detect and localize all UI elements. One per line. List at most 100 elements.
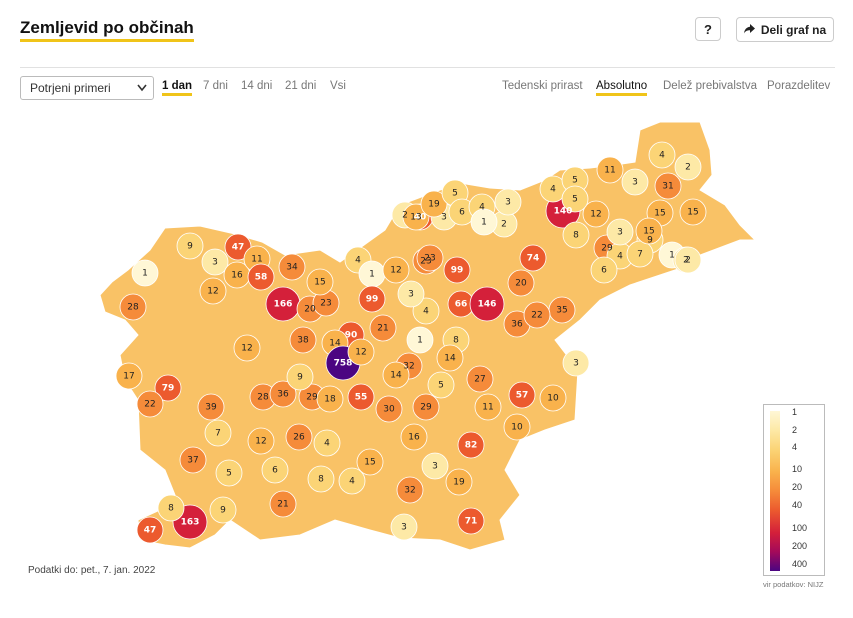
- municipality-region[interactable]: [470, 208, 498, 236]
- municipality-region[interactable]: [131, 259, 159, 287]
- municipality-region[interactable]: [400, 423, 428, 451]
- municipality-region[interactable]: [289, 326, 317, 354]
- municipality-region[interactable]: [445, 468, 473, 496]
- municipality-region[interactable]: [338, 467, 366, 495]
- municipality-region[interactable]: [375, 395, 403, 423]
- municipality-region[interactable]: [519, 244, 547, 272]
- municipality-value-label: 79: [162, 384, 175, 394]
- tab-porazdelitev[interactable]: Porazdelitev: [767, 80, 831, 92]
- municipality-region[interactable]: [507, 269, 535, 297]
- municipality-region[interactable]: [621, 168, 649, 196]
- municipality-region[interactable]: [285, 423, 313, 451]
- municipality-region[interactable]: [358, 285, 386, 313]
- municipality-region[interactable]: [154, 374, 182, 402]
- municipality-region[interactable]: [648, 141, 676, 169]
- municipality-region[interactable]: [606, 218, 634, 246]
- municipality-region[interactable]: [204, 419, 232, 447]
- municipality-region[interactable]: [306, 268, 334, 296]
- municipality-region[interactable]: [674, 246, 702, 274]
- municipality-region[interactable]: [136, 390, 164, 418]
- municipality-value-label: 58: [255, 273, 268, 283]
- municipality-region[interactable]: [382, 361, 410, 389]
- municipality-region[interactable]: [412, 393, 440, 421]
- municipality-region[interactable]: [469, 286, 505, 322]
- municipality-region[interactable]: [590, 256, 618, 284]
- municipality-region[interactable]: [457, 431, 485, 459]
- municipality-region[interactable]: [176, 232, 204, 260]
- municipality-region[interactable]: [523, 301, 551, 329]
- municipality-region[interactable]: [197, 393, 225, 421]
- municipality-region[interactable]: [224, 233, 252, 261]
- municipality-region[interactable]: [397, 280, 425, 308]
- municipality-region[interactable]: [582, 200, 610, 228]
- municipality-region[interactable]: [562, 221, 590, 249]
- tab-14-dni[interactable]: 14 dni: [241, 80, 273, 92]
- municipality-region[interactable]: [674, 153, 702, 181]
- share-button[interactable]: Deli graf na: [736, 17, 834, 42]
- municipality-region[interactable]: [136, 516, 164, 544]
- municipality-region[interactable]: [562, 349, 590, 377]
- municipality-region[interactable]: [269, 490, 297, 518]
- municipality-region[interactable]: [347, 383, 375, 411]
- municipality-region[interactable]: [119, 293, 147, 321]
- municipality-value-label: 5: [572, 176, 578, 186]
- help-button[interactable]: ?: [695, 17, 721, 41]
- tab-absolutno[interactable]: Absolutno: [596, 80, 648, 96]
- municipality-region[interactable]: [474, 393, 502, 421]
- municipality-region[interactable]: [635, 217, 663, 245]
- municipality-region[interactable]: [313, 429, 341, 457]
- municipality-region[interactable]: [316, 385, 344, 413]
- municipality-region[interactable]: [396, 476, 424, 504]
- municipality-region[interactable]: [679, 198, 707, 226]
- municipality-region[interactable]: [199, 277, 227, 305]
- municipality-region[interactable]: [286, 363, 314, 391]
- municipality-region[interactable]: [466, 365, 494, 393]
- municipality-region[interactable]: [269, 380, 297, 408]
- municipality-region[interactable]: [412, 297, 440, 325]
- municipality-region[interactable]: [561, 185, 589, 213]
- tab-21-dni[interactable]: 21 dni: [285, 80, 317, 92]
- tab-7-dni[interactable]: 7 dni: [203, 80, 228, 92]
- municipality-region[interactable]: [179, 446, 207, 474]
- municipality-region[interactable]: [347, 338, 375, 366]
- municipality-region[interactable]: [307, 465, 335, 493]
- share-arrow-icon: [743, 23, 755, 37]
- municipality-region[interactable]: [209, 496, 237, 524]
- municipality-region[interactable]: [115, 362, 143, 390]
- tab-1-dan[interactable]: 1 dan: [162, 80, 193, 96]
- municipality-region[interactable]: [382, 256, 410, 284]
- municipality-region[interactable]: [369, 314, 397, 342]
- municipality-region[interactable]: [626, 240, 654, 268]
- municipality-region[interactable]: [201, 248, 229, 276]
- municipality-region[interactable]: [420, 190, 448, 218]
- municipality-region[interactable]: [356, 448, 384, 476]
- municipality-region[interactable]: [494, 188, 522, 216]
- municipality-region[interactable]: [427, 371, 455, 399]
- municipality-region[interactable]: [539, 384, 567, 412]
- tab-vsi[interactable]: Vsi: [330, 80, 346, 92]
- municipality-region[interactable]: [508, 381, 536, 409]
- municipality-value-label: 27: [474, 375, 485, 385]
- tab-delez-prebivalstva[interactable]: Delež prebivalstva: [663, 80, 757, 92]
- municipality-region[interactable]: [421, 452, 449, 480]
- municipality-value-label: 8: [168, 504, 174, 514]
- metric-select[interactable]: Potrjeni primeri: [20, 76, 154, 100]
- municipality-region[interactable]: [406, 326, 434, 354]
- municipality-region[interactable]: [261, 456, 289, 484]
- municipality-region[interactable]: [654, 172, 682, 200]
- municipality-region[interactable]: [215, 459, 243, 487]
- municipality-region[interactable]: [247, 263, 275, 291]
- municipality-region[interactable]: [416, 244, 444, 272]
- municipality-value-label: 26: [293, 433, 305, 443]
- municipality-region[interactable]: [436, 344, 464, 372]
- municipality-region[interactable]: [278, 253, 306, 281]
- municipality-region[interactable]: [443, 256, 471, 284]
- municipality-region[interactable]: [233, 334, 261, 362]
- municipality-region[interactable]: [503, 413, 531, 441]
- municipality-region[interactable]: [596, 156, 624, 184]
- municipality-region[interactable]: [390, 513, 418, 541]
- municipality-region[interactable]: [457, 507, 485, 535]
- tab-tedenski-prirast[interactable]: Tedenski prirast: [502, 80, 583, 92]
- municipality-region[interactable]: [157, 494, 185, 522]
- municipality-region[interactable]: [247, 427, 275, 455]
